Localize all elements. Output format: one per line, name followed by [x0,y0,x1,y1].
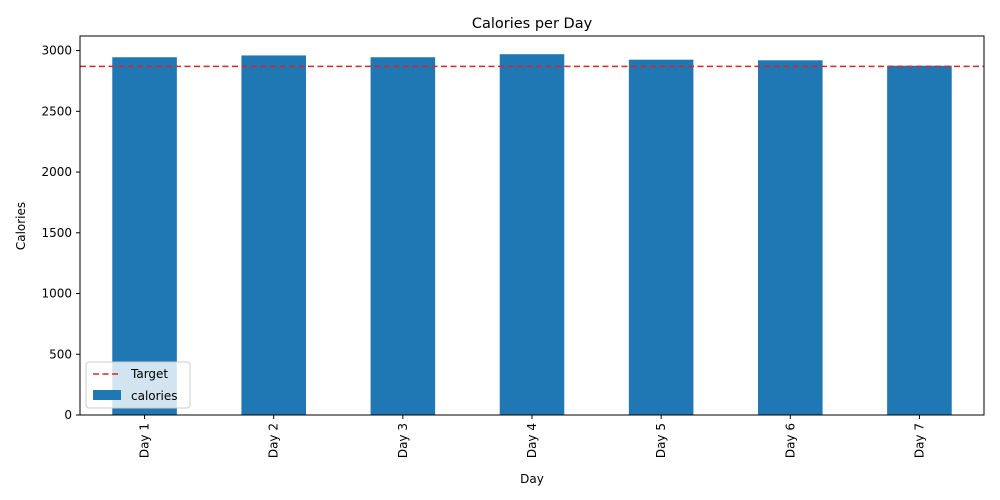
x-tick-label: Day 6 [783,423,797,458]
legend-calories-label: calories [131,389,178,403]
bar-day-4 [499,54,565,415]
chart-title: Calories per Day [472,16,593,32]
bar-day-5 [628,59,694,415]
y-tick-label: 1500 [41,226,72,240]
x-axis-label: Day [520,472,544,486]
legend-calories-swatch [93,390,121,400]
x-tick-label: Day 2 [267,423,281,458]
y-tick-label: 500 [49,347,72,361]
y-tick-label: 2000 [41,165,72,179]
bar-day-3 [370,57,436,415]
bar-day-2 [241,55,306,415]
y-tick-label: 1000 [41,287,72,301]
bar-day-6 [758,60,823,416]
legend-target-label: Target [130,367,168,381]
x-tick-label: Day 7 [912,423,926,458]
y-tick-label: 2500 [41,104,72,118]
bar-day-7 [887,65,952,415]
y-tick-label: 0 [64,408,72,422]
bar-day-1 [112,57,177,415]
x-tick-label: Day 1 [138,423,152,458]
y-axis-label: Calories [14,202,28,250]
x-tick-label: Day 5 [654,423,668,458]
x-tick-label: Day 3 [396,423,410,458]
legend: Target calories [85,361,191,409]
y-tick-label: 3000 [41,44,72,58]
x-tick-label: Day 4 [525,423,539,458]
